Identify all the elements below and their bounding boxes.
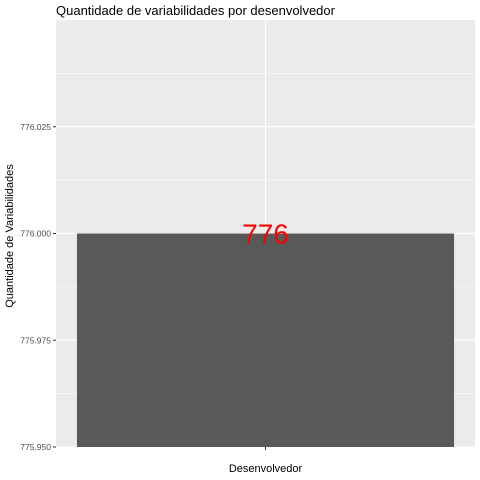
data-labels: 776 [242, 219, 289, 250]
y-axis: 775.950 775.975 776.000 776.025 [20, 122, 56, 452]
y-tick-label: 776.000 [20, 229, 51, 239]
chart-title: Quantidade de variabilidades por desenvo… [56, 3, 336, 18]
bars [76, 233, 455, 447]
data-label: 776 [242, 219, 289, 250]
x-axis-title: Desenvolvedor [229, 463, 303, 475]
y-tick-label: 776.025 [20, 122, 51, 132]
bar [76, 233, 455, 447]
y-tick-label: 775.975 [20, 335, 51, 345]
y-tick-label: 775.950 [20, 442, 51, 452]
y-axis-title: Quantidade de Variabilidades [4, 164, 16, 308]
